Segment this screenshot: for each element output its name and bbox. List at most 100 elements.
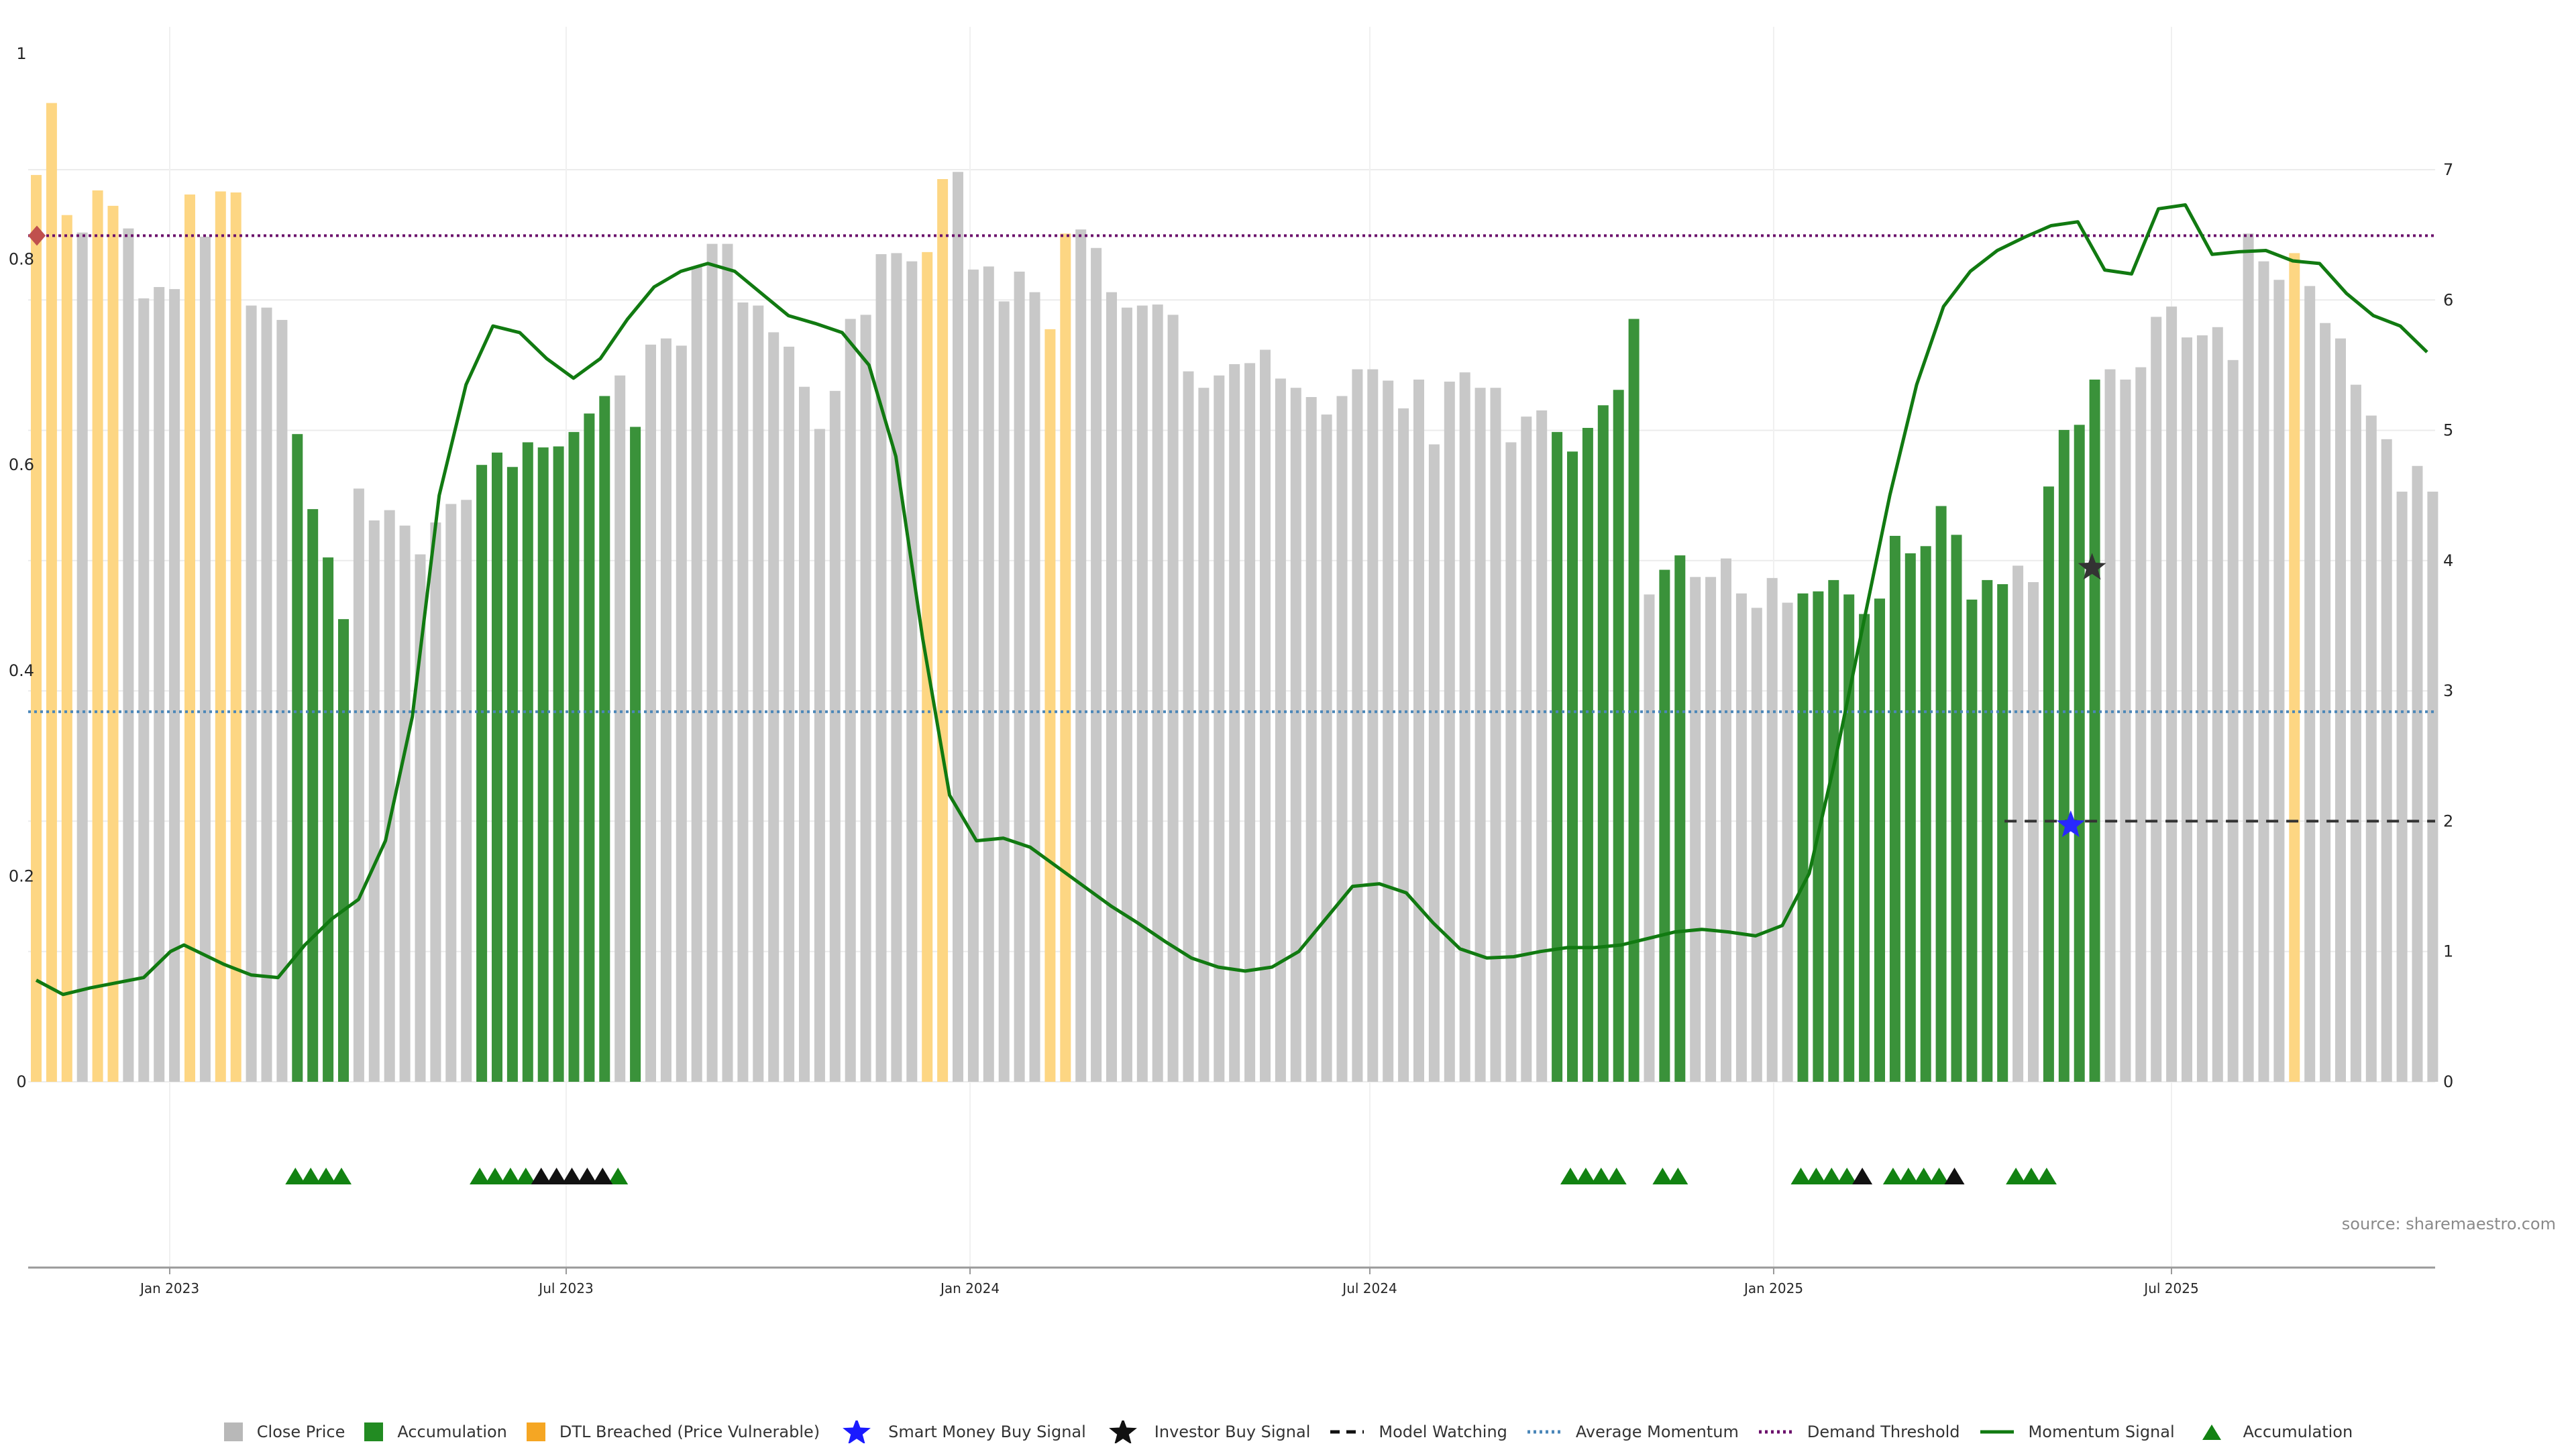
- accumulation-triangle: [1882, 1168, 1903, 1184]
- bar: [2243, 233, 2254, 1082]
- x-tick-label: Jan 2025: [1743, 1280, 1803, 1296]
- bar: [1060, 233, 1071, 1082]
- x-tick-label: Jul 2024: [1341, 1280, 1397, 1296]
- accumulation-triangle: [515, 1168, 536, 1184]
- bar: [614, 375, 626, 1082]
- bar: [660, 338, 672, 1082]
- y-left-tick-label: 0.2: [9, 867, 34, 885]
- accumulation-triangle: [1668, 1168, 1688, 1184]
- bar: [353, 488, 364, 1082]
- accumulation-triangle: [316, 1168, 337, 1184]
- bar: [384, 510, 395, 1082]
- bar: [1398, 408, 1409, 1082]
- bar: [1751, 608, 1762, 1082]
- bar: [829, 390, 841, 1082]
- bar: [2182, 337, 2192, 1082]
- x-tick-label: Jan 2023: [139, 1280, 199, 1296]
- accumulation-triangle: [470, 1168, 490, 1184]
- y-right-tick-label: 0: [2443, 1072, 2453, 1091]
- bar: [1843, 594, 1855, 1082]
- legend-swatch-dash: [1330, 1430, 1364, 1434]
- investor-triangle: [1944, 1168, 1965, 1184]
- bar: [1275, 378, 1286, 1082]
- bar: [1721, 558, 1731, 1082]
- bar: [2074, 425, 2085, 1082]
- bar: [430, 522, 441, 1082]
- bar: [2151, 317, 2162, 1082]
- bar: [307, 509, 319, 1082]
- bar: [1152, 304, 1163, 1082]
- bar: [2412, 465, 2423, 1082]
- accumulation-markers: [285, 1168, 2057, 1184]
- bar: [1183, 371, 1194, 1082]
- legend-swatch-star: [1108, 1420, 1137, 1443]
- investor-triangle: [546, 1168, 567, 1184]
- bar: [199, 236, 211, 1082]
- y-right-tick-label: 5: [2443, 421, 2453, 440]
- bar: [2320, 323, 2331, 1082]
- bar: [1336, 396, 1348, 1082]
- bar: [506, 467, 518, 1082]
- bar: [1828, 579, 1839, 1082]
- bar: [1260, 349, 1271, 1082]
- bar: [2166, 306, 2178, 1082]
- bar: [61, 215, 72, 1082]
- y-right-tick-label: 3: [2443, 681, 2453, 700]
- bar: [1167, 315, 1179, 1082]
- legend-square: [223, 1422, 243, 1441]
- bar: [753, 305, 764, 1082]
- bar: [1244, 363, 1256, 1082]
- bar: [1367, 369, 1379, 1082]
- accumulation-triangle: [2006, 1168, 2027, 1184]
- accumulation-triangle: [1929, 1168, 1949, 1184]
- legend-label: Demand Threshold: [1807, 1422, 1960, 1441]
- legend-item: Accumulation: [364, 1420, 507, 1443]
- bar: [998, 301, 1010, 1082]
- bar: [784, 346, 795, 1082]
- accumulation-triangle: [485, 1168, 505, 1184]
- bar: [2043, 486, 2054, 1082]
- bar: [1613, 390, 1624, 1082]
- legend-square: [364, 1422, 384, 1441]
- legend-triangle-icon: [2202, 1425, 2221, 1440]
- y-right-tick-label: 2: [2443, 812, 2453, 830]
- legend-item: Investor Buy Signal: [1105, 1420, 1310, 1443]
- y-left-tick-label: 0.8: [9, 250, 34, 269]
- bar: [323, 557, 334, 1082]
- axes: 0 0.2 0.4 0.6 0.8 1 0 1 2 3 4 5 6 7 Jan 2023 Jul 2023 Ja…: [9, 44, 2453, 1296]
- legend-item: Smart Money Buy Signal: [839, 1420, 1086, 1443]
- legend-label: Average Momentum: [1575, 1422, 1739, 1441]
- bar: [1889, 535, 1900, 1082]
- bar: [2381, 439, 2392, 1082]
- legend-item: Accumulation: [2194, 1420, 2353, 1443]
- legend-item: DTL Breached (Price Vulnerable): [526, 1420, 820, 1443]
- legend-label: Momentum Signal: [2028, 1422, 2175, 1441]
- investor-triangle: [1852, 1168, 1873, 1184]
- bar: [1659, 569, 1670, 1082]
- accumulation-triangle: [1652, 1168, 1673, 1184]
- bar: [261, 307, 272, 1082]
- accumulation-triangle: [1898, 1168, 1919, 1184]
- bar: [246, 305, 257, 1082]
- accumulation-triangle: [1913, 1168, 1934, 1184]
- bar: [1428, 444, 1440, 1082]
- bar: [845, 319, 856, 1082]
- bar: [1644, 594, 1655, 1082]
- bar: [1091, 247, 1102, 1082]
- bar: [860, 315, 871, 1082]
- bar: [184, 194, 195, 1082]
- bar: [138, 298, 150, 1082]
- y-right-tick-label: 6: [2443, 290, 2453, 309]
- investor-triangle: [561, 1168, 582, 1184]
- bar: [492, 452, 502, 1082]
- bar: [31, 174, 42, 1082]
- bar: [1044, 329, 1056, 1082]
- bar: [645, 344, 656, 1082]
- y-left-tick-label: 0: [16, 1072, 26, 1091]
- bar: [1597, 405, 1609, 1082]
- source-label: source: sharemaestro.com: [2342, 1215, 2556, 1233]
- legend: Close Price Accumulation DTL Breached (Pri…: [0, 1412, 2576, 1452]
- bar: [445, 504, 457, 1082]
- bar: [2028, 581, 2039, 1082]
- investor-buy-signal: [2078, 553, 2106, 580]
